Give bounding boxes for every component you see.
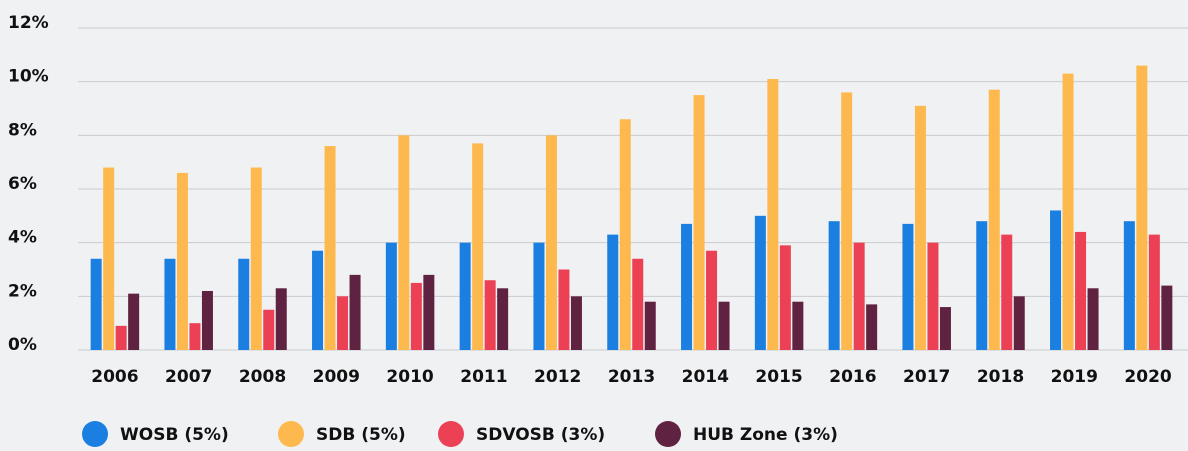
bar xyxy=(644,301,656,350)
bar xyxy=(693,95,705,350)
bar xyxy=(115,325,127,350)
y-tick-label: 0% xyxy=(8,335,37,355)
bar xyxy=(828,221,840,350)
bar xyxy=(853,242,865,350)
bar xyxy=(189,323,201,350)
bar xyxy=(866,304,878,350)
x-tick-label: 2007 xyxy=(165,367,212,387)
bar xyxy=(681,223,693,350)
legend-swatch xyxy=(82,421,108,447)
bar xyxy=(632,258,644,350)
bar xyxy=(250,167,262,350)
bar xyxy=(349,274,361,350)
bar xyxy=(337,296,349,350)
bar xyxy=(533,242,545,350)
x-tick-label: 2011 xyxy=(460,367,507,387)
x-tick-label: 2016 xyxy=(829,367,876,387)
legend-label: SDB (5%) xyxy=(316,425,406,445)
bar xyxy=(275,288,287,350)
x-tick-label: 2006 xyxy=(91,367,138,387)
bar xyxy=(767,78,779,350)
bar xyxy=(263,309,275,350)
bar xyxy=(1161,285,1173,350)
bar xyxy=(718,301,730,350)
x-tick-label: 2019 xyxy=(1051,367,1098,387)
x-tick-label: 2014 xyxy=(682,367,729,387)
y-tick-label: 10% xyxy=(8,67,49,87)
bar xyxy=(324,146,336,350)
x-tick-label: 2018 xyxy=(977,367,1024,387)
bar xyxy=(841,92,853,351)
bar xyxy=(90,258,102,350)
bar xyxy=(1087,288,1099,350)
legend-label: SDVOSB (3%) xyxy=(476,425,605,445)
bar xyxy=(976,221,988,350)
bar xyxy=(128,293,140,350)
bar xyxy=(988,89,1000,350)
legend-swatch xyxy=(438,421,464,447)
y-tick-label: 4% xyxy=(8,228,37,248)
x-tick-label: 2020 xyxy=(1124,367,1171,387)
legend-label: HUB Zone (3%) xyxy=(693,425,838,445)
bar xyxy=(1075,231,1087,350)
bar xyxy=(902,223,914,350)
bar xyxy=(484,280,496,350)
x-tick-label: 2017 xyxy=(903,367,950,387)
bar xyxy=(472,143,484,350)
x-tick-label: 2015 xyxy=(755,367,802,387)
bar xyxy=(927,242,939,350)
x-tick-label: 2009 xyxy=(313,367,360,387)
bar xyxy=(410,282,422,350)
x-tick-label: 2013 xyxy=(608,367,655,387)
bar xyxy=(914,105,926,350)
bar xyxy=(497,288,509,350)
legend-label: WOSB (5%) xyxy=(120,425,229,445)
bar xyxy=(201,290,213,350)
bar xyxy=(176,172,188,350)
bar xyxy=(459,242,471,350)
bar xyxy=(939,307,951,350)
bar xyxy=(619,119,631,350)
y-tick-label: 6% xyxy=(8,174,37,194)
y-tick-label: 2% xyxy=(8,281,37,301)
bar xyxy=(607,234,619,350)
y-tick-label: 12% xyxy=(8,13,49,33)
bar xyxy=(545,135,557,350)
bar xyxy=(238,258,250,350)
bar xyxy=(1062,73,1074,350)
bar xyxy=(1123,221,1135,350)
bar xyxy=(423,274,435,350)
bar xyxy=(1050,210,1062,350)
bar xyxy=(779,245,791,350)
bar xyxy=(706,250,718,350)
bar xyxy=(792,301,804,350)
bar xyxy=(570,296,582,350)
bar xyxy=(1001,234,1013,350)
bar xyxy=(398,135,410,350)
bar xyxy=(385,242,397,350)
legend-swatch xyxy=(655,421,681,447)
legend-swatch xyxy=(278,421,304,447)
bar xyxy=(1148,234,1160,350)
x-tick-label: 2010 xyxy=(386,367,433,387)
bar xyxy=(103,167,115,350)
bar xyxy=(558,269,570,350)
x-tick-label: 2008 xyxy=(239,367,286,387)
bar xyxy=(1136,65,1148,351)
bar xyxy=(754,215,766,350)
bar xyxy=(312,250,324,350)
bar xyxy=(1013,296,1025,350)
bar xyxy=(164,258,176,350)
x-tick-label: 2012 xyxy=(534,367,581,387)
y-tick-label: 8% xyxy=(8,120,37,140)
